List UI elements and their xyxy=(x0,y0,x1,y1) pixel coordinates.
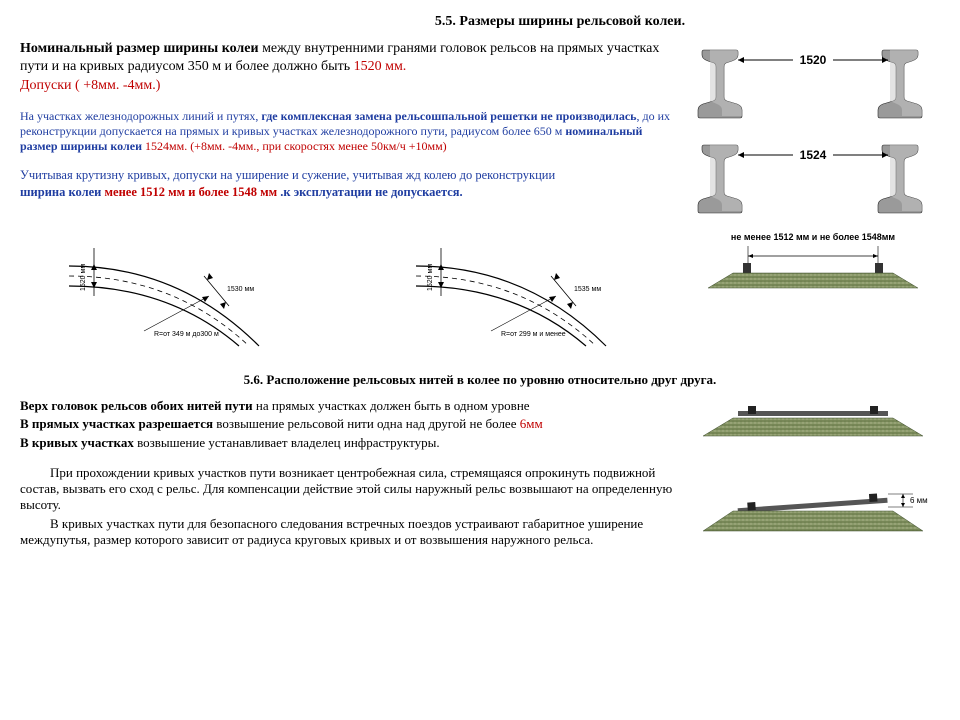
p4c: менее 1512 мм и более 1548 мм xyxy=(105,185,281,199)
p5a: Верх головок рельсов обоих нитей пути xyxy=(20,398,253,413)
curve-diagram-2: 1520 мм 1535 мм R=от 299 м и менее xyxy=(406,236,636,356)
p7: В кривых участках пути для безопасного с… xyxy=(20,516,675,549)
p3e: 1524мм. (+8мм. -4мм., при скоростях мене… xyxy=(145,139,447,153)
rail-diagram-1524: 1524 xyxy=(688,133,938,228)
p5e: 6мм xyxy=(520,416,543,431)
section-56-title: 5.6. Расположение рельсовых нитей в коле… xyxy=(20,372,940,388)
p5c: В прямых участках разрешается xyxy=(20,416,213,431)
svg-text:1535 мм: 1535 мм xyxy=(574,286,601,293)
svg-text:1520 мм: 1520 мм xyxy=(80,264,87,291)
p4a: Учитывая крутизну кривых, допуски на уши… xyxy=(20,168,675,184)
text-block-1: Номинальный размер ширины колеи между вн… xyxy=(20,38,685,228)
rail-diagram-1520: 1520 xyxy=(688,38,938,133)
svg-text:6 мм: 6 мм xyxy=(910,496,928,505)
p5g: возвышение устанавливает владелец инфрас… xyxy=(134,435,440,450)
curve-diagram-1: 1520 мм 1530 мм R=от 349 м до300 м xyxy=(59,236,289,356)
svg-text:1530 мм: 1530 мм xyxy=(227,286,254,293)
svg-text:R=от 299 м и менее: R=от 299 м и менее xyxy=(501,331,566,338)
rail-figures: 1520 1524 xyxy=(685,38,940,228)
p4d: .к эксплуатации не допускается. xyxy=(280,185,462,199)
ballast-diagram-cant: 6 мм xyxy=(688,481,938,551)
p3a: На участках железнодорожных линий и путя… xyxy=(20,109,261,123)
p1-red: 1520 мм. xyxy=(354,59,407,74)
text-block-2: Верх головок рельсов обоих нитей пути на… xyxy=(20,396,685,551)
p1-bold: Номинальный размер ширины колеи xyxy=(20,41,259,56)
svg-text:1520: 1520 xyxy=(799,53,826,67)
svg-text:R=от 349 м до300 м: R=от 349 м до300 м xyxy=(154,331,219,338)
p4b: ширина колеи xyxy=(20,185,105,199)
curve-diagrams: 1520 мм 1530 мм R=от 349 м до300 м 1520 … xyxy=(20,236,675,356)
section-title: 5.5. Размеры ширины рельсовой колеи. xyxy=(180,14,940,30)
ballast-diagram-level xyxy=(688,396,938,451)
ballast-diagram-range: не менее 1512 мм и не более 1548мм xyxy=(688,228,938,308)
p3b: где комплексная замена рельсошпальной ре… xyxy=(261,109,636,123)
p5d: возвышение рельсовой нити одна над друго… xyxy=(213,416,520,431)
svg-text:не менее 1512 мм и не более 15: не менее 1512 мм и не более 1548мм xyxy=(730,232,894,242)
svg-text:1524: 1524 xyxy=(799,148,826,162)
svg-text:1520 мм: 1520 мм xyxy=(427,264,434,291)
p5f: В кривых участках xyxy=(20,435,134,450)
p5b: на прямых участках должен быть в одном у… xyxy=(253,398,530,413)
p6: При прохождении кривых участков пути воз… xyxy=(20,465,675,514)
tolerance: Допуски ( +8мм. -4мм.) xyxy=(20,77,675,95)
